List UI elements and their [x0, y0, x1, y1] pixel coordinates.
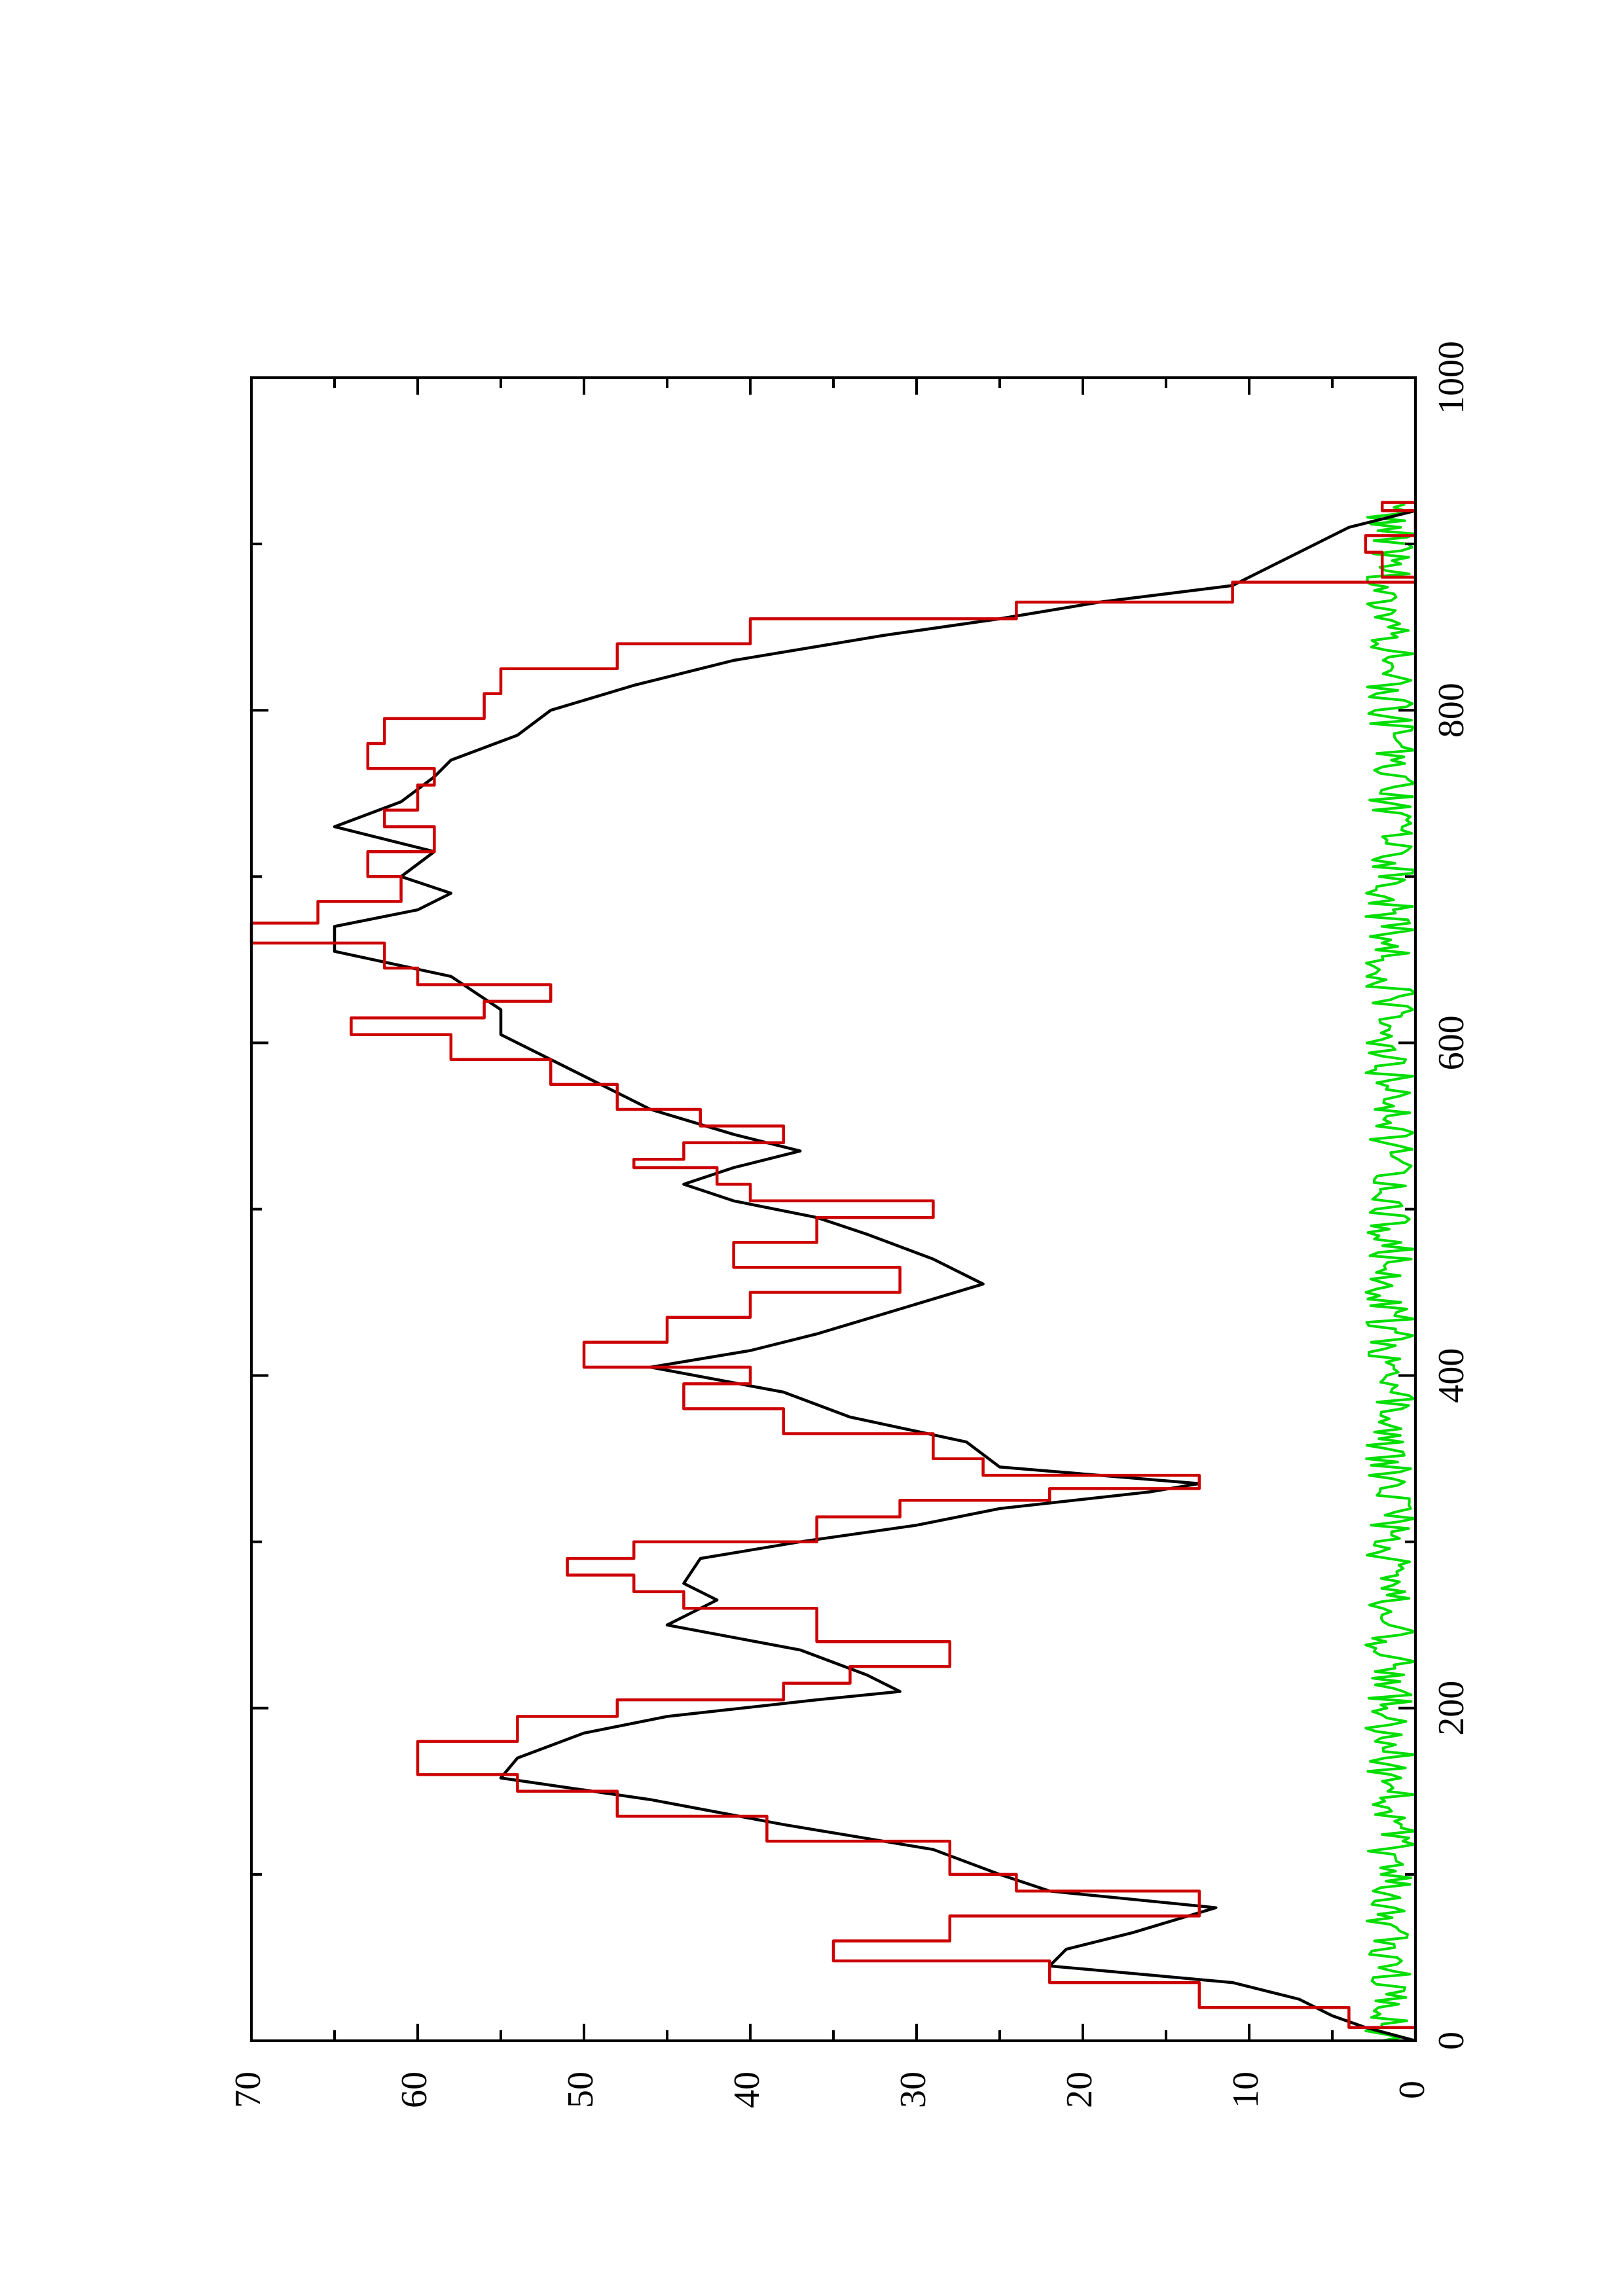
labels-layer: 0 200 400 600 800 1000 0 10 20 30 40 50 60 70 — [228, 341, 1472, 2108]
ticks-layer — [250, 376, 1417, 2042]
series-line-2 — [1364, 503, 1417, 2042]
series-line-0 — [249, 501, 1417, 2041]
x-tick-label: 800 — [1431, 683, 1472, 738]
series-layer — [249, 501, 1417, 2043]
y-tick-label: 40 — [727, 2072, 767, 2108]
y-tick-label: 30 — [893, 2072, 934, 2108]
x-tick-label: 200 — [1431, 1681, 1472, 1736]
y-tick-label: 10 — [1226, 2072, 1266, 2108]
x-tick-label: 600 — [1431, 1015, 1472, 1070]
x-tick-label: 1000 — [1431, 341, 1472, 414]
y-tick-label: 60 — [394, 2072, 435, 2108]
x-tick-label: 400 — [1431, 1348, 1472, 1403]
x-tick-label: 0 — [1431, 2032, 1472, 2050]
y-tick-label: 50 — [560, 2072, 601, 2108]
y-tick-label: 0 — [1392, 2081, 1432, 2099]
series-line-1 — [333, 509, 1416, 2043]
y-tick-label: 70 — [228, 2072, 268, 2108]
y-tick-label: 20 — [1059, 2072, 1100, 2108]
